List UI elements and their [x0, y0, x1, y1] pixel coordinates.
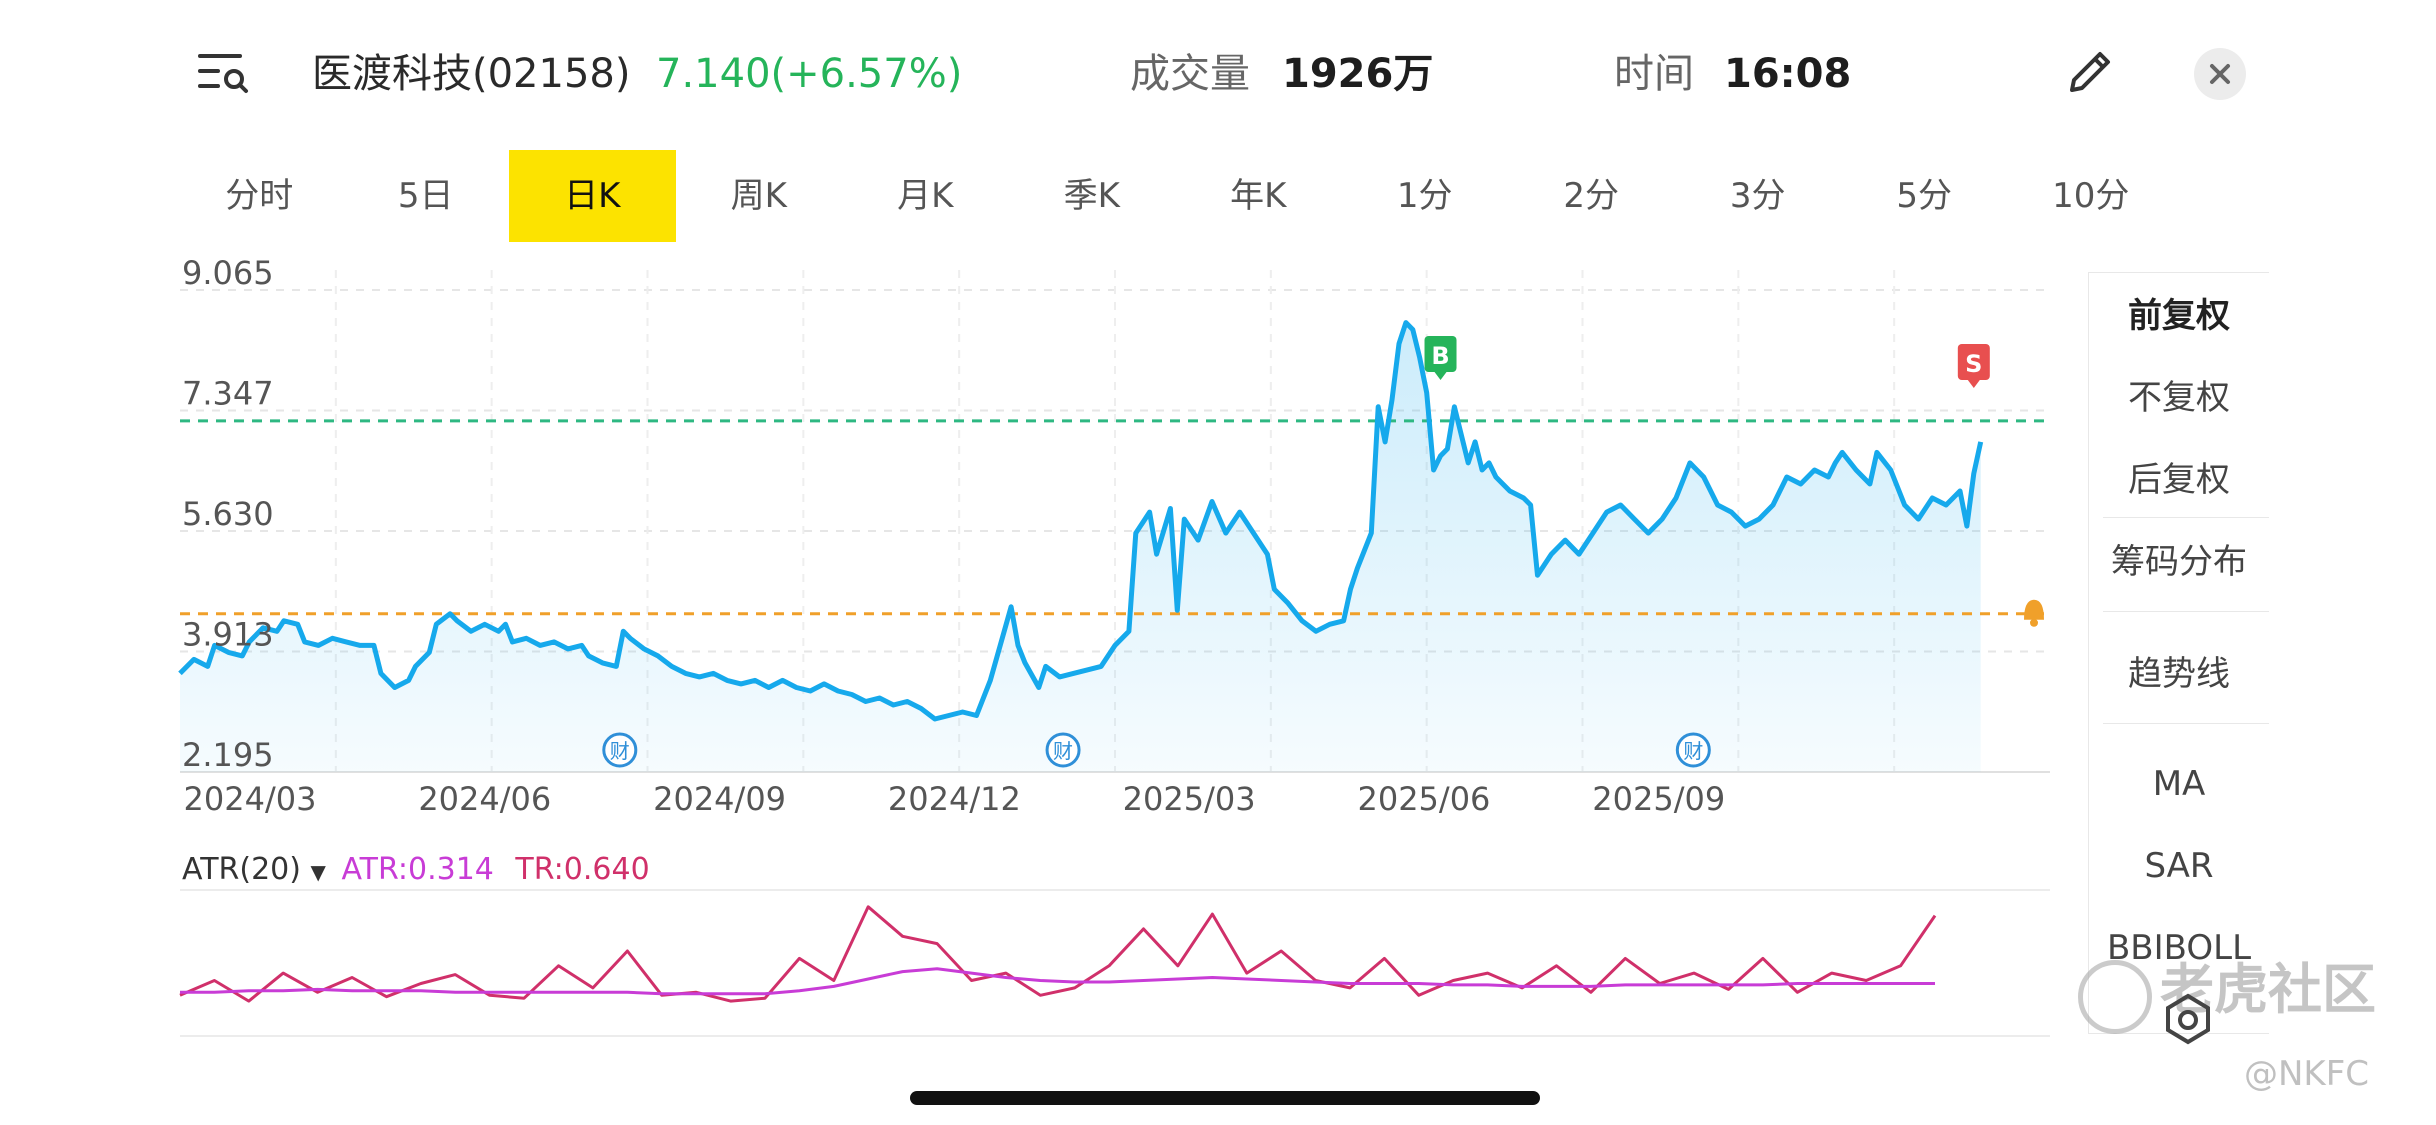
close-icon [2210, 64, 2230, 84]
watermark-text: 老虎社区 [2160, 958, 2376, 1021]
atr-legend[interactable]: ATR(20) ▼ ATR:0.314 TR:0.640 [182, 850, 650, 892]
atr-value: ATR:0.314 [341, 852, 494, 887]
atr-indicator-name[interactable]: ATR(20) [182, 852, 301, 887]
chip-distribution-option[interactable]: 筹码分布 [2111, 542, 2247, 582]
tr-value: TR:0.640 [515, 852, 650, 887]
time-value: 16:08 [1724, 51, 1852, 97]
x-tick-label: 2025/09 [1592, 780, 1725, 818]
y-tick-label: 3.913 [182, 616, 274, 654]
tiger-logo-icon [2078, 960, 2152, 1034]
earnings-event-icon [602, 732, 638, 768]
earnings-event-label: 财 [1683, 739, 1703, 763]
event-markers: 财财财 [602, 732, 1711, 768]
y-tick-label: 5.630 [182, 495, 274, 533]
earnings-event-label: 财 [1053, 739, 1073, 763]
unadjusted-option[interactable]: 不复权 [2128, 378, 2230, 418]
caret-down-icon[interactable]: ▼ [310, 860, 326, 884]
tab-weekly-k[interactable]: 周K [730, 176, 787, 216]
earnings-event-icon [1045, 732, 1081, 768]
x-tick-label: 2024/12 [888, 780, 1021, 818]
tab-yearly-k[interactable]: 年K [1230, 176, 1287, 216]
trade-marker-pointer [1967, 380, 1980, 388]
earnings-event-icon [1675, 732, 1711, 768]
home-indicator [910, 1091, 1540, 1105]
y-tick-label: 9.065 [182, 254, 274, 292]
watermark-username: @NKFC [2244, 1054, 2370, 1094]
share-icon[interactable] [2160, 990, 2216, 1046]
forward-adjusted-option[interactable]: 前复权 [2128, 296, 2230, 336]
right-panel: 前复权 不复权 后复权 筹码分布 趋势线 MA SAR BBIBOLL [2088, 272, 2269, 1034]
stock-name: 医渡科技(02158) [312, 51, 631, 97]
price-line [178, 320, 1984, 722]
bbiboll-option[interactable]: BBIBOLL [2106, 928, 2252, 968]
atr-grid [180, 889, 2050, 1037]
tr-line [179, 905, 1937, 1003]
y-tick-label: 7.347 [182, 375, 274, 413]
ma-option[interactable]: MA [2152, 764, 2206, 804]
tab-daily-k[interactable]: 日K [509, 150, 676, 242]
x-tick-label: 2024/06 [418, 780, 551, 818]
x-tick-label: 2025/06 [1357, 780, 1490, 818]
tab-10min[interactable]: 10分 [2052, 176, 2130, 216]
trade-marker-pointer [1434, 372, 1447, 380]
x-tick-label: 2025/03 [1123, 780, 1256, 818]
period-tabs: 分时 5日 日K 周K 月K 季K 年K 1分 2分 3分 5分 10分 [176, 150, 2174, 242]
volume-value: 1926万 [1282, 51, 1434, 97]
tab-5day[interactable]: 5日 [397, 176, 454, 216]
tab-2min[interactable]: 2分 [1563, 176, 1620, 216]
price-area [180, 322, 1981, 772]
trade-marker-S [1957, 344, 1990, 380]
bell-clapper [2030, 618, 2038, 627]
bell-icon [2024, 599, 2044, 620]
trade-marker-label: S [1965, 350, 1982, 378]
tab-quarterly-k[interactable]: 季K [1063, 176, 1120, 216]
close-button[interactable] [2194, 48, 2246, 100]
tab-monthly-k[interactable]: 月K [897, 176, 954, 216]
tab-1min[interactable]: 1分 [1396, 176, 1453, 216]
time-label: 时间 [1614, 51, 1694, 97]
x-tick-label: 2024/03 [184, 780, 317, 818]
trade-marker-B [1424, 336, 1457, 372]
tab-5min[interactable]: 5分 [1896, 176, 1953, 216]
y-axis-labels: 9.065 7.347 5.630 3.913 2.195 [182, 254, 274, 774]
reference-lines [180, 419, 2050, 627]
trendline-option[interactable]: 趋势线 [2128, 654, 2230, 694]
x-tick-label: 2024/09 [653, 780, 786, 818]
tab-3min[interactable]: 3分 [1729, 176, 1786, 216]
menu-search-icon[interactable] [196, 50, 252, 100]
tab-intraday[interactable]: 分时 [225, 176, 294, 216]
x-axis-labels: 2024/03 2024/06 2024/09 2024/12 2025/03 2025/… [184, 780, 1726, 818]
backward-adjusted-option[interactable]: 后复权 [2128, 460, 2230, 500]
stock-price-change: 7.140(+6.57%) [656, 51, 963, 97]
sar-option[interactable]: SAR [2144, 846, 2214, 886]
volume-label: 成交量 [1130, 51, 1250, 97]
earnings-event-label: 财 [610, 739, 630, 763]
atr-line [180, 967, 1935, 996]
pencil-icon[interactable] [2064, 46, 2116, 98]
y-tick-label: 2.195 [182, 736, 274, 774]
trade-marker-label: B [1431, 342, 1449, 370]
